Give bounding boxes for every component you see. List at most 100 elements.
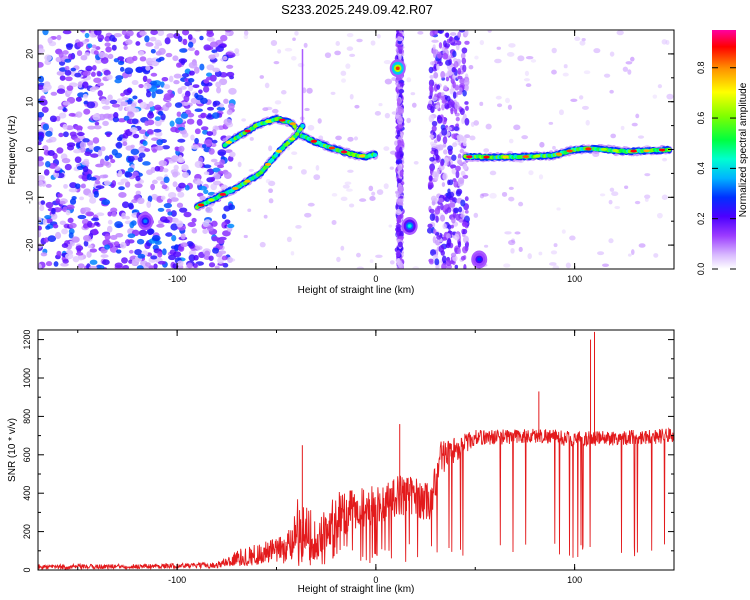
band-speckle xyxy=(431,120,438,127)
noise-speckle xyxy=(227,223,235,229)
noise-speckle xyxy=(44,215,52,220)
noise-speckle xyxy=(177,138,186,143)
noise-speckle xyxy=(83,108,91,115)
noise-speckle xyxy=(84,52,90,57)
band-speckle xyxy=(397,164,402,171)
snr-frame xyxy=(37,329,675,571)
noise-speckle xyxy=(120,178,129,183)
noise-speckle xyxy=(249,136,254,141)
noise-speckle xyxy=(89,259,98,265)
band-speckle xyxy=(395,76,402,81)
track-peak xyxy=(244,179,251,183)
noise-speckle xyxy=(147,112,155,119)
noise-speckle xyxy=(268,145,273,152)
band-speckle xyxy=(453,207,459,214)
noise-speckle xyxy=(128,249,134,254)
noise-speckle xyxy=(66,85,74,91)
band-speckle xyxy=(452,66,457,73)
noise-speckle xyxy=(86,251,92,258)
noise-speckle xyxy=(98,51,106,59)
noise-speckle xyxy=(44,54,52,62)
band-speckle xyxy=(464,245,469,252)
noise-speckle xyxy=(188,254,196,262)
noise-speckle xyxy=(345,188,353,192)
noise-speckle xyxy=(227,155,234,162)
noise-speckle xyxy=(137,253,146,259)
noise-speckle xyxy=(219,245,225,251)
band-speckle xyxy=(464,84,469,92)
noise-speckle xyxy=(203,189,209,195)
noise-speckle xyxy=(199,63,205,71)
noise-speckle xyxy=(65,76,73,82)
band-speckle xyxy=(432,171,438,178)
noise-speckle xyxy=(638,243,646,248)
band-speckle xyxy=(449,36,453,42)
band-speckle xyxy=(463,78,470,86)
band-speckle xyxy=(457,241,462,248)
band-speckle xyxy=(446,126,453,131)
band-speckle xyxy=(454,101,460,110)
noise-speckle xyxy=(208,148,215,155)
noise-speckle xyxy=(130,106,137,113)
noise-speckle xyxy=(196,178,202,186)
band-speckle xyxy=(450,224,454,229)
band-speckle xyxy=(441,99,448,104)
noise-speckle xyxy=(128,202,134,209)
noise-speckle xyxy=(630,56,635,62)
noise-speckle xyxy=(265,178,271,184)
noise-speckle xyxy=(234,48,240,54)
noise-speckle xyxy=(74,125,83,131)
noise-speckle xyxy=(389,166,394,170)
noise-speckle xyxy=(121,212,126,220)
noise-speckle xyxy=(208,54,216,60)
noise-speckle xyxy=(115,249,122,254)
noise-speckle xyxy=(303,42,308,48)
noise-speckle xyxy=(369,196,376,201)
band-speckle xyxy=(441,255,447,264)
noise-speckle xyxy=(180,58,186,66)
noise-speckle xyxy=(154,145,164,151)
band-speckle xyxy=(441,262,447,269)
noise-speckle xyxy=(161,77,169,82)
noise-speckle xyxy=(97,90,103,97)
noise-speckle xyxy=(177,35,183,43)
band-speckle xyxy=(452,50,457,58)
noise-speckle xyxy=(204,219,211,224)
noise-speckle xyxy=(290,251,295,256)
noise-speckle xyxy=(150,72,158,77)
noise-speckle xyxy=(156,223,165,228)
band-speckle xyxy=(438,42,443,49)
noise-speckle xyxy=(187,112,195,118)
band-speckle xyxy=(399,169,404,178)
noise-speckle xyxy=(388,224,393,228)
noise-speckle xyxy=(506,52,515,57)
noise-speckle xyxy=(349,93,354,100)
noise-speckle xyxy=(134,249,143,256)
noise-speckle xyxy=(93,190,99,198)
band-speckle xyxy=(445,32,450,39)
noise-speckle xyxy=(375,254,383,258)
noise-speckle xyxy=(47,235,57,242)
noise-speckle xyxy=(87,43,93,49)
noise-speckle xyxy=(56,71,65,76)
noise-speckle xyxy=(110,159,116,164)
spectrogram-y-label: Frequency (Hz) xyxy=(7,116,18,185)
band-speckle xyxy=(456,91,463,96)
noise-speckle xyxy=(172,171,179,178)
noise-speckle xyxy=(89,176,97,181)
noise-speckle xyxy=(127,233,136,239)
band-speckle xyxy=(427,223,433,229)
noise-speckle xyxy=(268,198,274,204)
noise-speckle xyxy=(41,106,49,113)
noise-speckle xyxy=(104,155,110,162)
noise-speckle xyxy=(84,32,90,39)
noise-speckle xyxy=(42,30,49,36)
noise-speckle xyxy=(67,53,73,61)
noise-speckle xyxy=(222,55,228,61)
noise-speckle xyxy=(193,254,199,261)
noise-speckle xyxy=(96,212,105,217)
track-peak xyxy=(643,149,650,153)
noise-speckle xyxy=(145,65,151,71)
noise-speckle xyxy=(138,229,148,237)
noise-speckle xyxy=(170,210,177,217)
